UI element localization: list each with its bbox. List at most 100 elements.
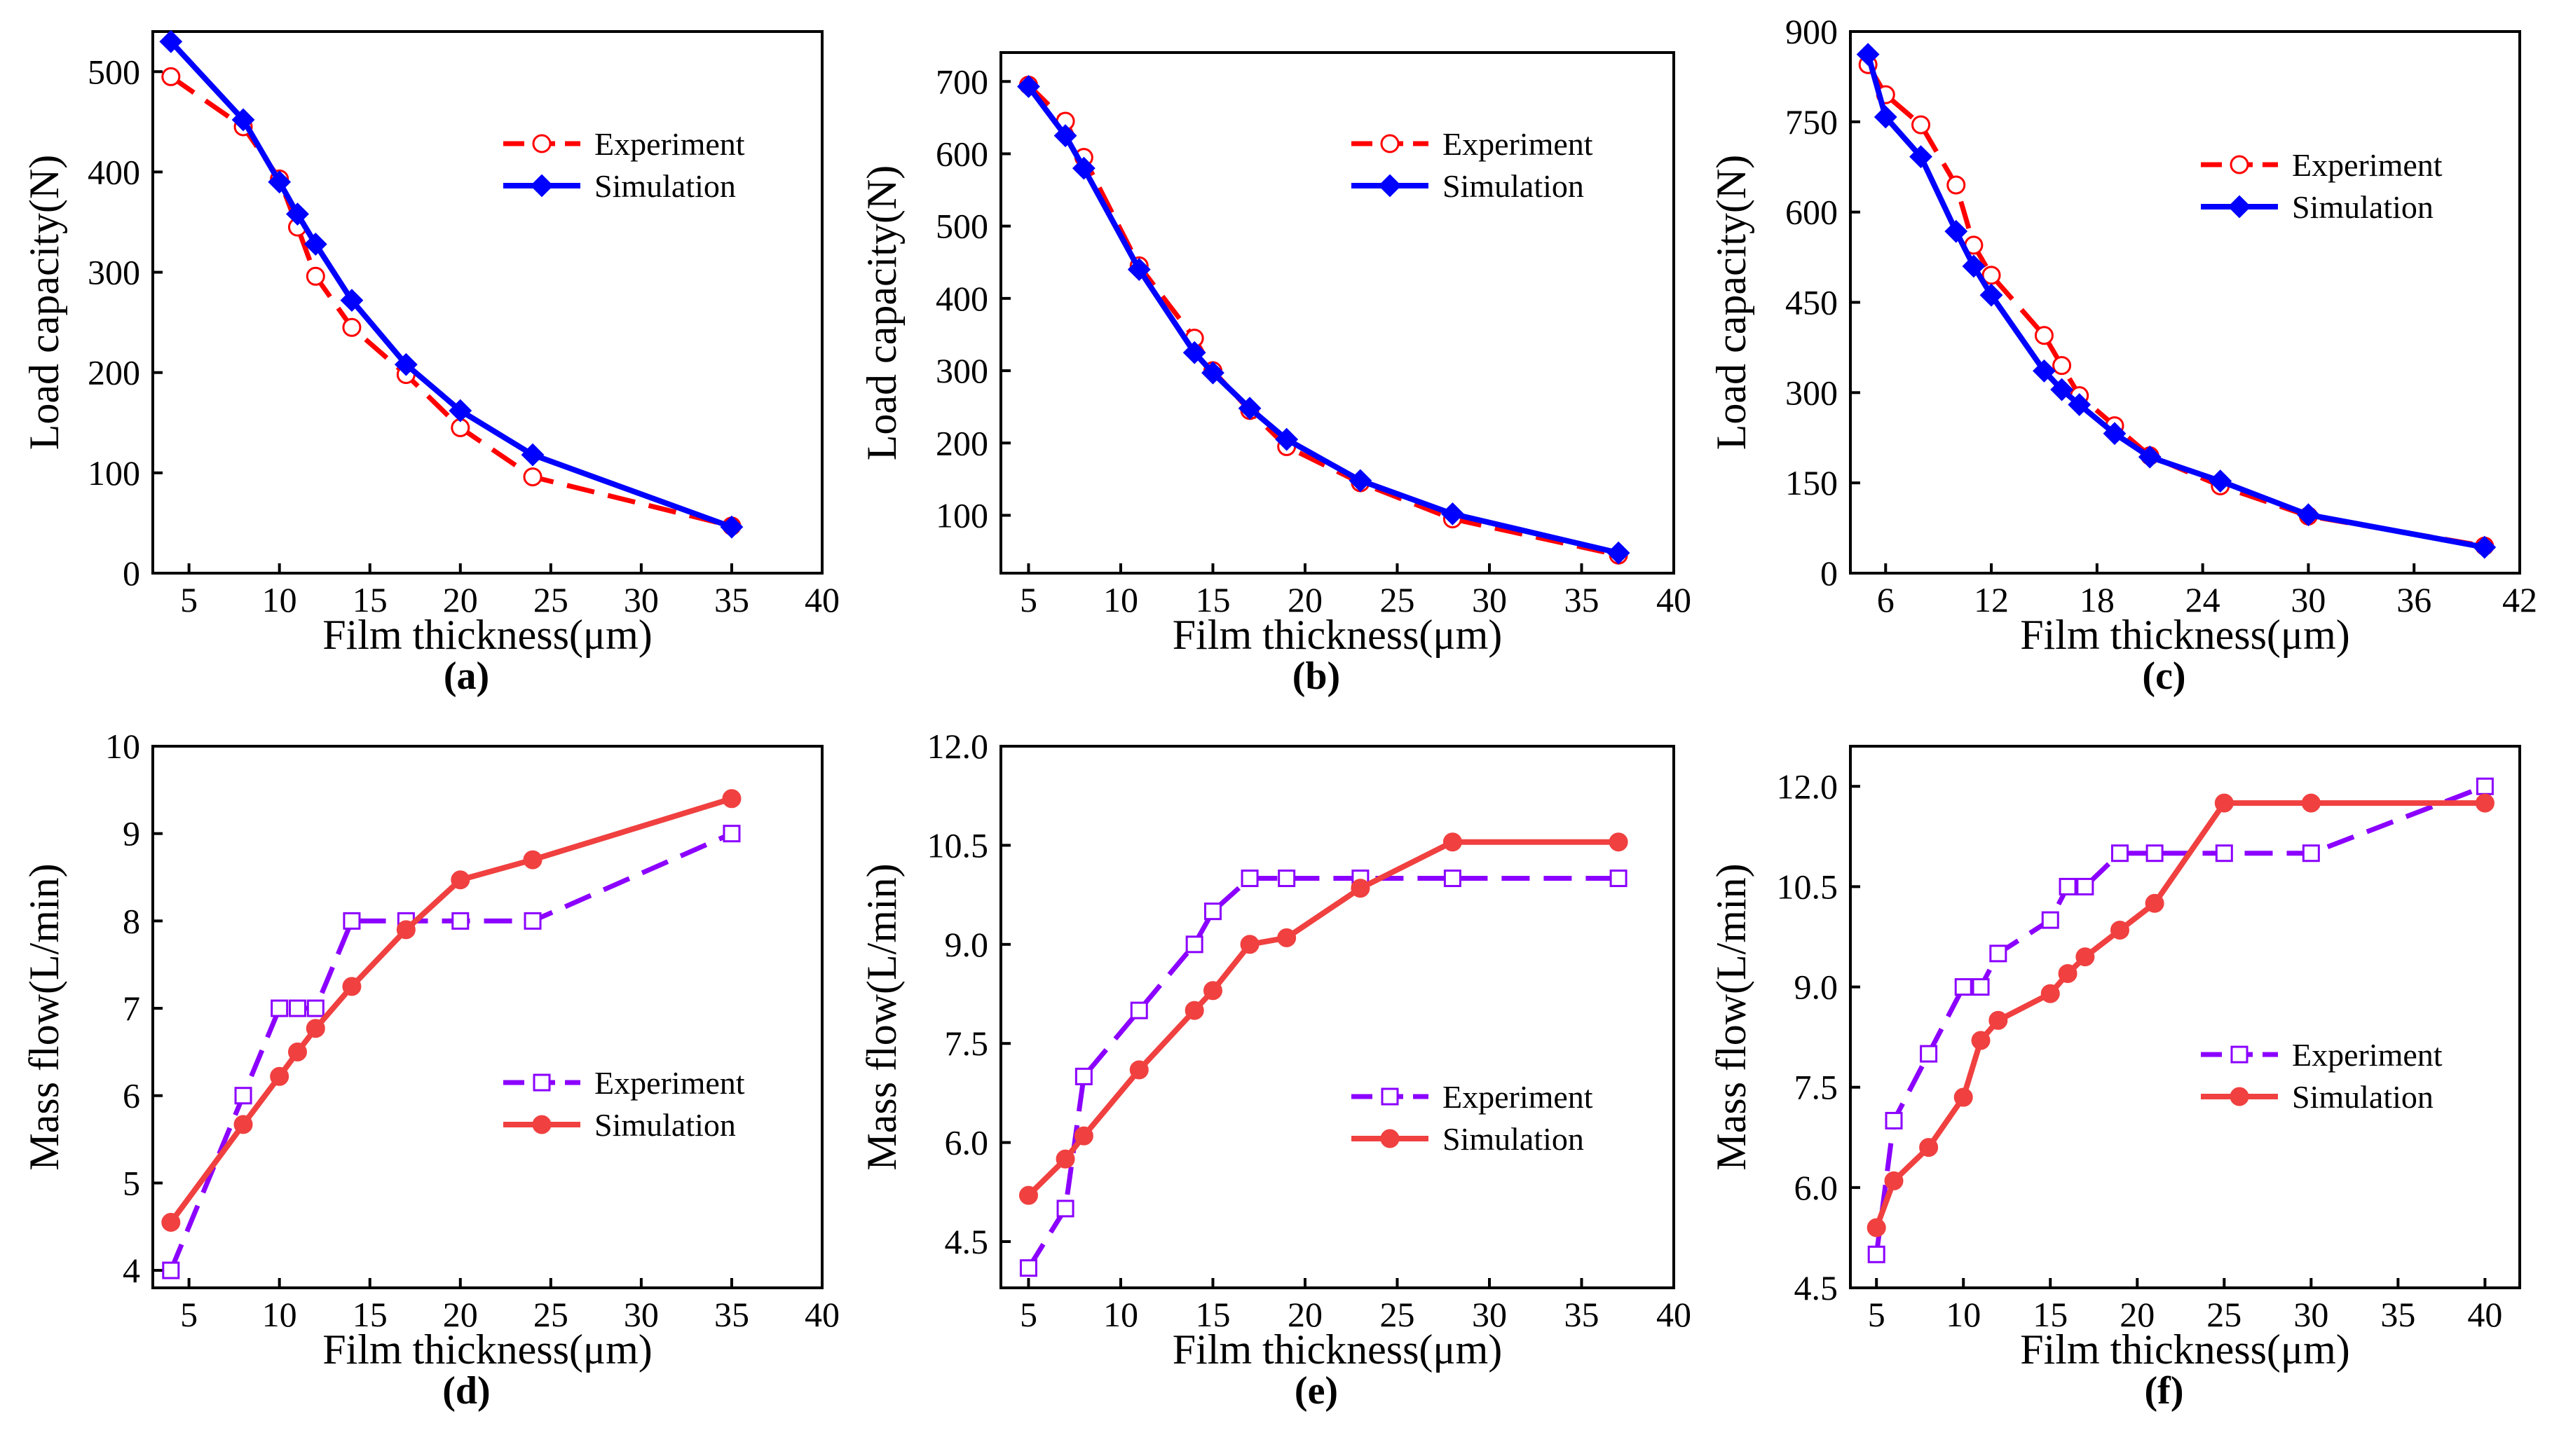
data-point-simulation — [1201, 361, 1224, 385]
data-point-simulation — [1609, 832, 1628, 852]
data-point-experiment — [2041, 911, 2059, 929]
x-tick-label: 20 — [443, 580, 478, 619]
x-tick-label: 20 — [1288, 1295, 1323, 1334]
data-point-experiment — [1609, 870, 1627, 888]
legend-label-simulation: Simulation — [1442, 1121, 1584, 1157]
x-tick-label: 10 — [1103, 580, 1138, 619]
data-point-simulation — [2138, 445, 2162, 469]
y-tick-label: 600 — [1785, 193, 1838, 232]
panel-label: (c) — [2142, 654, 2185, 698]
y-tick-label: 6.0 — [1794, 1168, 1838, 1207]
x-tick-label: 25 — [1379, 580, 1414, 619]
data-point-experiment — [723, 825, 741, 843]
legend-label-experiment: Experiment — [2292, 147, 2443, 183]
x-tick-label: 40 — [805, 1295, 840, 1334]
data-point-simulation — [1203, 981, 1222, 1001]
x-tick-label: 20 — [2120, 1295, 2155, 1334]
x-tick-label: 5 — [1020, 580, 1037, 619]
chart-panel-c: 6 12 18 24 30 36 42 0 150 300 450 600 750 900 Film thi… — [1708, 12, 2537, 698]
y-tick-label: 200 — [936, 423, 988, 462]
legend-label-experiment: Experiment — [594, 126, 745, 162]
legend-marker — [2230, 1045, 2248, 1064]
legend-marker — [1381, 1087, 1399, 1106]
panel-label: (d) — [442, 1369, 490, 1413]
data-point-simulation — [2033, 359, 2056, 383]
x-axis-title: Film thickness(μm) — [2020, 1326, 2349, 1373]
data-point-simulation — [1018, 1186, 1038, 1205]
data-point-experiment — [1074, 1067, 1093, 1085]
series-line-simulation — [168, 795, 733, 1224]
data-point-simulation — [287, 1042, 307, 1062]
y-tick-label: 10.5 — [927, 825, 989, 865]
data-point-simulation — [1919, 1138, 1939, 1158]
data-point-simulation — [2297, 503, 2320, 527]
y-axis-title: Mass flow(L/min) — [1708, 863, 1754, 1170]
data-point-experiment — [2145, 844, 2164, 863]
y-tick-label: 10 — [105, 727, 140, 766]
x-tick-label: 15 — [353, 1295, 388, 1334]
y-axis-title: Mass flow(L/min) — [859, 863, 905, 1170]
data-point-simulation — [1971, 1031, 1991, 1050]
legend-label-simulation: Simulation — [594, 168, 736, 204]
x-tick-label: 36 — [2396, 580, 2431, 619]
data-point-simulation — [2058, 963, 2077, 983]
x-tick-label: 18 — [2080, 580, 2115, 619]
data-point-simulation — [2214, 793, 2234, 813]
data-point-simulation — [2301, 793, 2321, 813]
x-tick-label: 35 — [1564, 1295, 1599, 1334]
data-point-experiment — [1278, 870, 1296, 888]
x-tick-label: 30 — [1472, 580, 1507, 619]
legend-marker — [1378, 174, 1402, 198]
x-tick-label: 30 — [624, 580, 659, 619]
legend-label-experiment: Experiment — [2292, 1037, 2443, 1073]
x-tick-label: 40 — [1656, 1295, 1691, 1334]
legend-label-experiment: Experiment — [1442, 1079, 1593, 1115]
x-tick-label: 12 — [1974, 580, 2009, 619]
y-tick-label: 100 — [88, 453, 140, 493]
data-point-experiment — [451, 912, 470, 930]
y-tick-label: 5 — [123, 1163, 140, 1202]
y-tick-label: 9.0 — [1794, 968, 1838, 1007]
y-tick-label: 4.5 — [1794, 1268, 1838, 1307]
series-line-simulation — [1874, 800, 2485, 1229]
data-point-simulation — [1988, 1010, 2008, 1030]
legend-marker — [1380, 1129, 1400, 1148]
y-tick-label: 600 — [936, 134, 988, 173]
legend-marker — [2230, 155, 2249, 174]
data-point-experiment — [161, 67, 181, 86]
y-tick-label: 10.5 — [1777, 867, 1838, 906]
y-tick-label: 500 — [88, 52, 140, 91]
data-point-simulation — [2075, 947, 2095, 967]
y-tick-label: 0 — [1820, 554, 1838, 593]
legend-marker — [2227, 195, 2251, 219]
y-tick-label: 7 — [123, 989, 140, 1028]
plot-frame — [151, 745, 824, 1289]
data-point-simulation — [1962, 254, 1986, 278]
data-point-experiment — [2215, 844, 2233, 863]
y-tick-label: 450 — [1785, 283, 1838, 322]
plot-frame — [151, 30, 824, 575]
legend-marker — [533, 1073, 551, 1092]
series-line-experiment — [1874, 783, 2486, 1255]
series-line-experiment — [1866, 63, 2485, 549]
series-line-experiment — [169, 74, 732, 529]
data-point-experiment — [1241, 870, 1259, 888]
data-point-experiment — [306, 266, 325, 286]
y-tick-label: 150 — [1785, 463, 1838, 502]
x-tick-label: 15 — [1195, 1295, 1230, 1334]
data-point-simulation — [1185, 1001, 1204, 1020]
data-point-experiment — [2476, 777, 2494, 795]
data-point-simulation — [1909, 145, 1932, 169]
data-point-experiment — [2302, 844, 2320, 863]
data-point-experiment — [523, 467, 542, 487]
data-point-simulation — [1867, 1218, 1886, 1237]
y-axis-title: Load capacity(N) — [21, 155, 67, 450]
legend-label-simulation: Simulation — [2292, 1079, 2434, 1115]
x-tick-label: 35 — [1564, 580, 1599, 619]
data-point-experiment — [524, 912, 542, 930]
x-axis-title: Film thickness(μm) — [322, 612, 652, 658]
data-point-simulation — [521, 443, 545, 467]
x-tick-label: 30 — [2291, 580, 2326, 619]
data-point-simulation — [1072, 156, 1096, 180]
data-point-simulation — [1182, 341, 1206, 364]
